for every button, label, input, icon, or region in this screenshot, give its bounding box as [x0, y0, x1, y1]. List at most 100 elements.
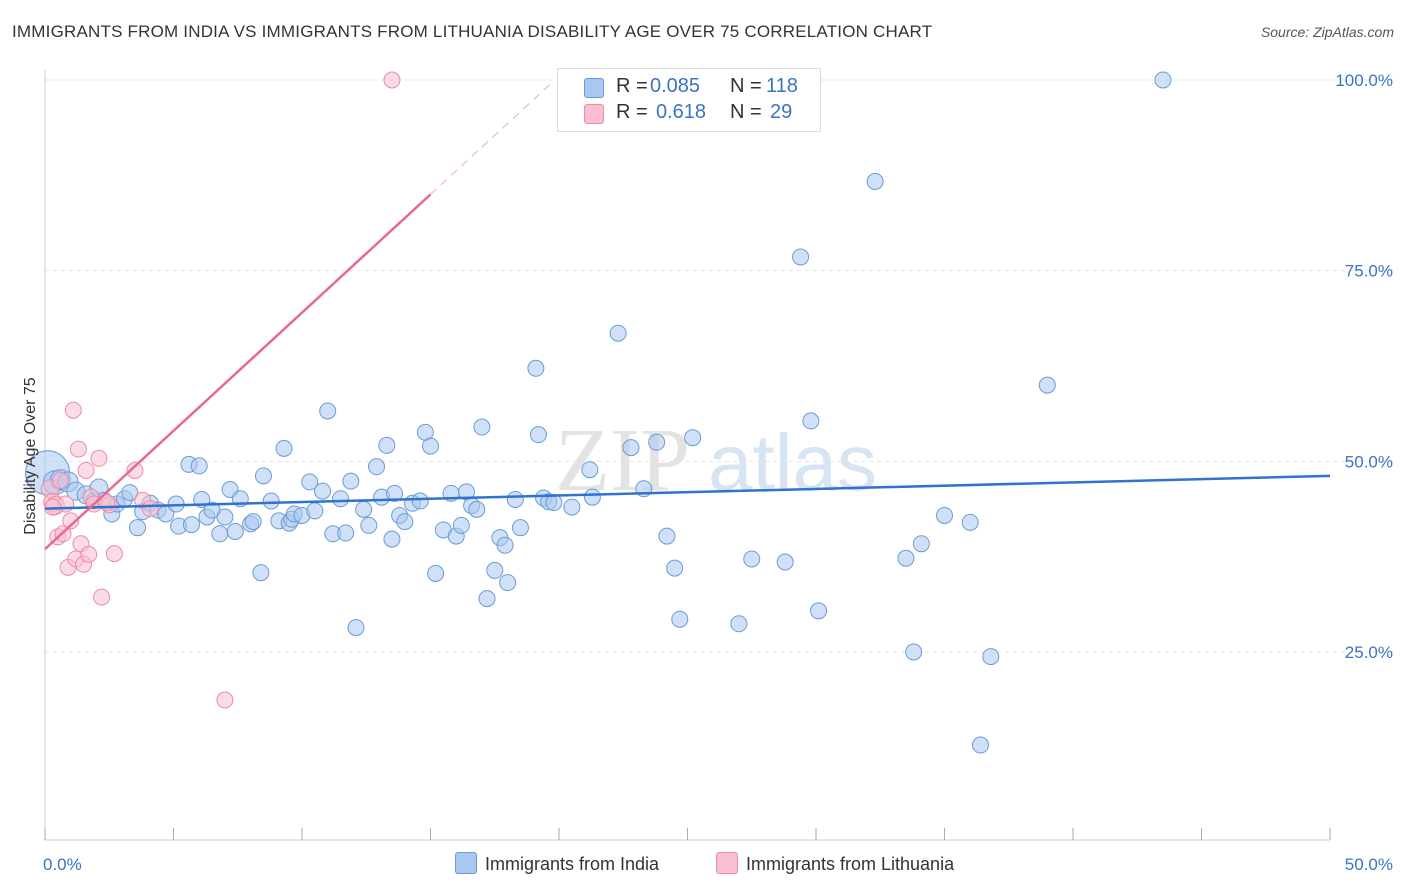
lithuania-point [62, 512, 80, 530]
india-point [609, 324, 627, 342]
india-point [262, 492, 280, 510]
india-point [527, 359, 545, 377]
india-point [182, 516, 200, 534]
trend-lines [44, 82, 1331, 550]
india-point [684, 429, 702, 447]
y-tick-label-100: 100.0% [1335, 71, 1393, 90]
india-point [211, 525, 229, 543]
lithuania-point [80, 545, 98, 563]
lithuania-legend-label: Immigrants from Lithuania [746, 854, 955, 874]
india-point [427, 564, 445, 582]
y-tick-label-75: 75.0% [1345, 262, 1393, 281]
legend-stats: R = 0.085 N = 118 R = 0.618 N = 29 [557, 68, 821, 132]
india-point [961, 513, 979, 531]
india-point [332, 490, 350, 508]
india-point [121, 484, 139, 502]
lithuania-point [90, 449, 108, 467]
lithuania-n-value: 29 [770, 101, 793, 123]
india-point [563, 498, 581, 516]
india-point [1038, 376, 1056, 394]
india-point [355, 500, 373, 518]
india-point [244, 513, 262, 531]
india-point [378, 436, 396, 454]
india-point [583, 488, 601, 506]
india-point [936, 506, 953, 524]
lithuania-r-label: R = [616, 101, 648, 123]
lithuania-trend-line [44, 193, 432, 550]
india-point [306, 502, 324, 520]
lithuania-point [69, 440, 87, 458]
india-point [386, 484, 404, 502]
india-point [478, 590, 496, 608]
india-point [275, 439, 293, 457]
india-point [866, 172, 884, 190]
india-point [912, 535, 930, 553]
lithuania-point [51, 471, 69, 489]
india-point [810, 602, 828, 620]
india-point [648, 433, 666, 451]
grid-lines [45, 79, 1395, 653]
x-tick-label-start: 0.0% [43, 855, 82, 874]
india-point [506, 490, 524, 508]
india-point [581, 461, 599, 479]
india-point [622, 439, 640, 457]
india-point [226, 522, 244, 540]
india-point [129, 519, 147, 537]
india-point [982, 648, 1000, 666]
india-point [511, 519, 529, 537]
lithuania-point [141, 500, 159, 518]
india-legend-swatch [455, 852, 477, 874]
india-legend-label: Immigrants from India [485, 854, 660, 874]
x-tick-label-end: 50.0% [1345, 855, 1393, 874]
india-point [368, 458, 386, 476]
y-axis-title: Disability Age Over 75 [22, 377, 39, 535]
legend-item-india: Immigrants from India [455, 852, 659, 875]
india-point [666, 559, 684, 577]
india-point [496, 536, 514, 554]
india-swatch [584, 78, 604, 98]
legend-row-lithuania: R = 0.618 N = 29 [558, 101, 820, 127]
india-point [897, 549, 915, 567]
india-point [486, 561, 504, 579]
y-tick-label-50: 50.0% [1345, 452, 1393, 471]
lithuania-point [105, 545, 123, 563]
india-r-value: 0.085 [650, 75, 701, 97]
india-point [792, 248, 810, 266]
lithuania-point [93, 588, 111, 606]
india-point [658, 527, 676, 545]
watermark-atlas: atlas [708, 418, 877, 507]
india-point [396, 513, 414, 531]
india-point [905, 643, 923, 661]
india-point [971, 736, 989, 754]
tick-labels: 25.0% 50.0% 75.0% 100.0% 0.0% 50.0% [43, 71, 1393, 874]
india-point [314, 482, 332, 500]
y-tick-label-25: 25.0% [1345, 643, 1393, 662]
india-point [301, 473, 319, 491]
india-point [190, 457, 208, 475]
india-point [319, 402, 337, 420]
india-point [802, 412, 820, 430]
india-point [468, 500, 486, 518]
lithuania-points [40, 71, 401, 709]
india-point [254, 467, 272, 485]
india-n-value: 118 [766, 75, 798, 97]
lithuania-n-label: N = [730, 101, 762, 123]
india-point [1154, 71, 1172, 89]
lithuania-swatch [584, 104, 604, 124]
india-points [25, 71, 1172, 754]
india-point [529, 426, 547, 444]
india-point [411, 492, 429, 510]
india-point [671, 610, 689, 628]
lithuania-point [77, 461, 95, 479]
india-point [499, 574, 517, 592]
source-label: Source: ZipAtlas.com [1260, 24, 1394, 40]
india-r-label: R = [616, 75, 648, 97]
india-n-label: N = [730, 75, 762, 97]
india-trend-line [44, 474, 1331, 510]
lithuania-point [383, 71, 401, 89]
india-point [452, 516, 470, 534]
india-point [216, 508, 234, 526]
lithuania-r-value: 0.618 [656, 101, 707, 123]
lithuania-legend-swatch [716, 852, 738, 874]
